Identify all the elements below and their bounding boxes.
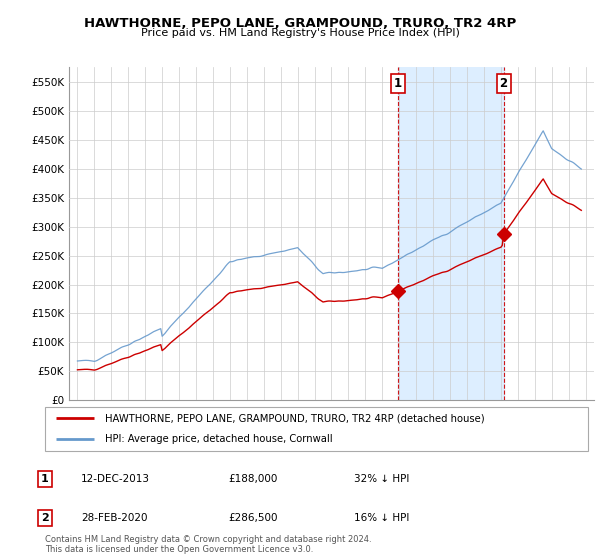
Text: 12-DEC-2013: 12-DEC-2013: [81, 474, 150, 484]
Text: 1: 1: [41, 474, 49, 484]
Text: 2: 2: [41, 513, 49, 523]
Text: Price paid vs. HM Land Registry's House Price Index (HPI): Price paid vs. HM Land Registry's House …: [140, 28, 460, 38]
Text: 2: 2: [500, 77, 508, 90]
Text: Contains HM Land Registry data © Crown copyright and database right 2024.: Contains HM Land Registry data © Crown c…: [45, 535, 371, 544]
FancyBboxPatch shape: [45, 407, 588, 451]
Text: 32% ↓ HPI: 32% ↓ HPI: [354, 474, 409, 484]
Text: £188,000: £188,000: [228, 474, 277, 484]
Text: This data is licensed under the Open Government Licence v3.0.: This data is licensed under the Open Gov…: [45, 545, 313, 554]
Bar: [398, 67, 503, 400]
Text: £286,500: £286,500: [228, 513, 277, 523]
Text: HAWTHORNE, PEPO LANE, GRAMPOUND, TRURO, TR2 4RP: HAWTHORNE, PEPO LANE, GRAMPOUND, TRURO, …: [84, 17, 516, 30]
Text: 16% ↓ HPI: 16% ↓ HPI: [354, 513, 409, 523]
Text: 1: 1: [394, 77, 402, 90]
Text: HAWTHORNE, PEPO LANE, GRAMPOUND, TRURO, TR2 4RP (detached house): HAWTHORNE, PEPO LANE, GRAMPOUND, TRURO, …: [105, 413, 484, 423]
Text: HPI: Average price, detached house, Cornwall: HPI: Average price, detached house, Corn…: [105, 435, 332, 445]
Text: 28-FEB-2020: 28-FEB-2020: [81, 513, 148, 523]
